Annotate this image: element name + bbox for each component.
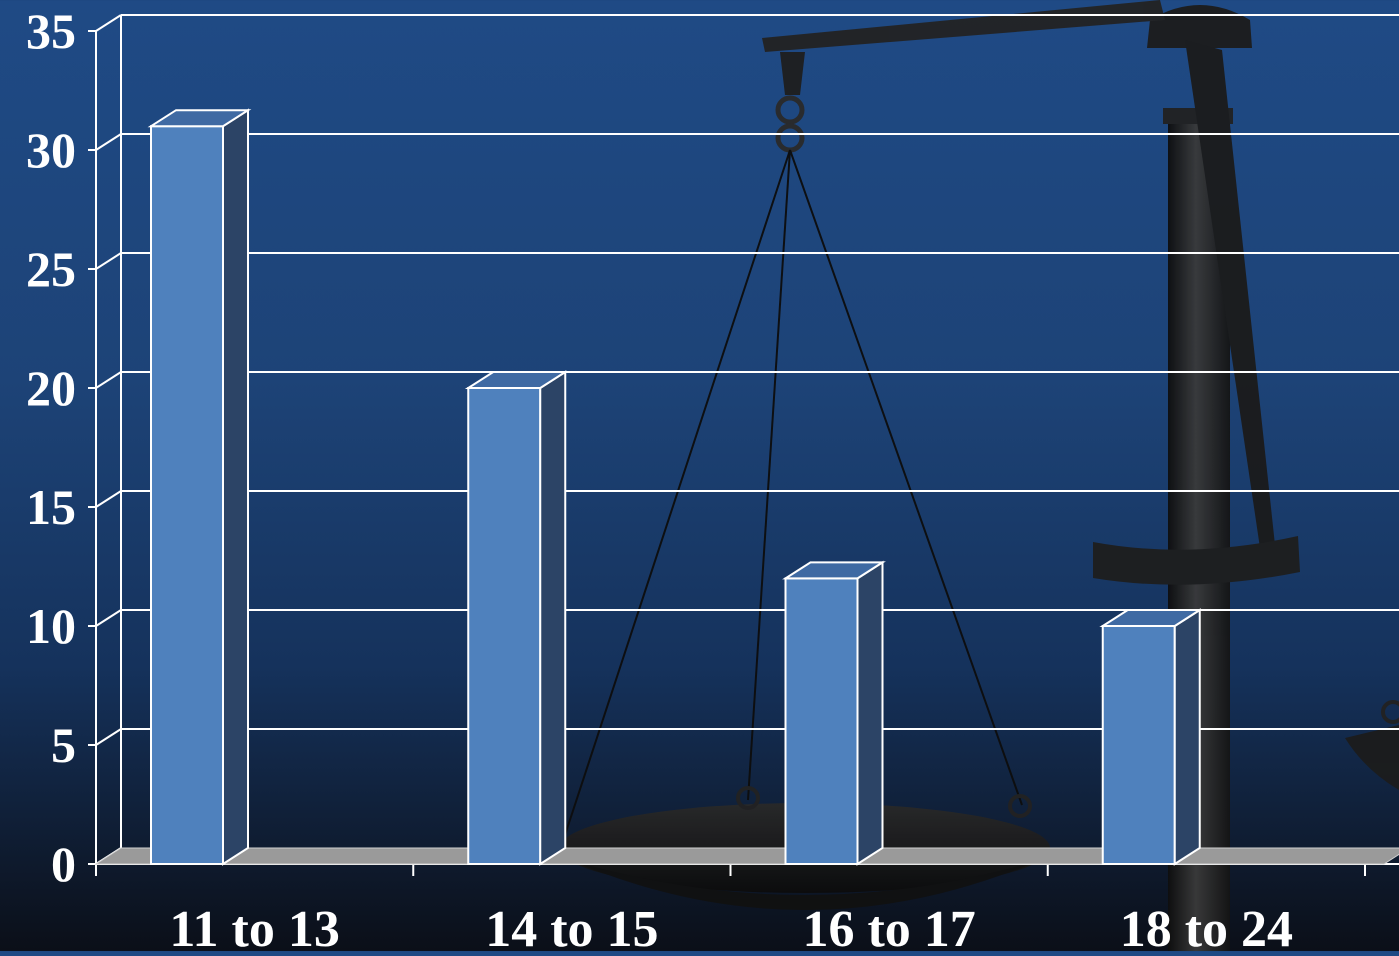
chart-floor [94,847,1399,865]
bar-front [784,577,859,866]
bar-top [1099,609,1204,627]
x-tick-label: 18 to 24 [1120,901,1293,951]
y-tick-label: 0 [51,836,76,892]
y-tick-label: 25 [26,241,76,297]
bar-side [1173,608,1201,866]
bar-side [222,108,249,866]
gridline-side [95,133,122,151]
bar-top [147,109,252,128]
y-tick-label: 15 [26,479,76,535]
bar [147,108,252,866]
gridline-side [95,490,122,508]
gridline-side [95,371,122,389]
bar-top [782,561,886,580]
y-tick-label: 20 [26,360,76,416]
floor-plane [94,847,1399,865]
gridline-side [95,252,122,270]
bar [782,560,886,866]
bar [464,370,569,866]
bar-front [1101,625,1176,865]
bar-top [464,371,569,389]
y-tick-label: 5 [51,717,76,773]
bar-side [539,370,567,866]
x-tick-label: 14 to 15 [485,901,658,951]
bar-side [856,560,884,866]
y-tick-label: 30 [26,122,76,178]
y-tick-label: 35 [26,3,76,59]
x-tick-label: 11 to 13 [169,901,339,951]
bar-front [467,387,542,865]
gridline-side [95,609,122,627]
scales-of-justice-illustration [560,0,1399,951]
gridline-side [95,728,122,746]
bar-front [150,125,224,865]
bar [1099,608,1204,866]
y-tick-label: 10 [26,598,76,654]
bars-group [147,108,1204,866]
gridline-side [95,14,122,32]
x-tick-label: 16 to 17 [802,901,975,951]
x-axis-labels: 11 to 13 14 to 15 16 to 17 18 to 24 [169,901,1293,956]
